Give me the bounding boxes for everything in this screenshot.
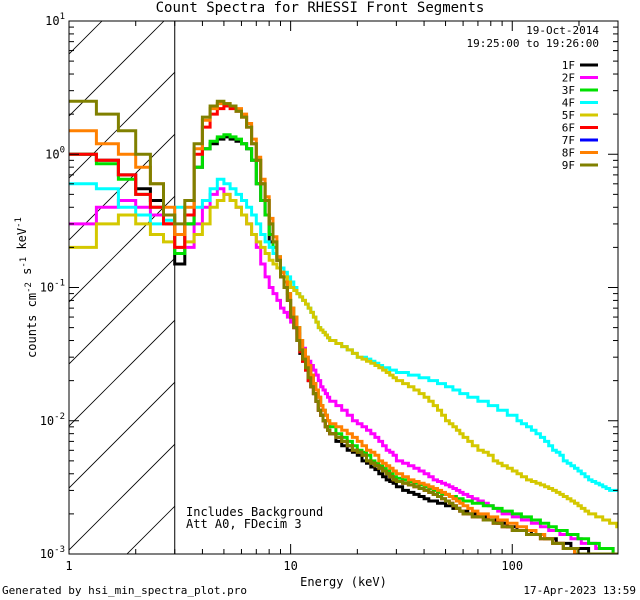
series-5F	[69, 192, 618, 529]
plot-frame	[68, 20, 619, 555]
hatch-line	[69, 381, 175, 489]
x-tick-label: 1	[65, 559, 72, 573]
y-axis-label: counts cm-2 s-1 keV-1	[14, 217, 39, 358]
legend-label: 4F	[562, 97, 575, 110]
y-tick-label: 10-2	[40, 412, 65, 428]
legend-label: 3F	[562, 84, 575, 97]
legend-label: 9F	[562, 159, 575, 172]
y-tick-label: 10-1	[40, 279, 65, 295]
hatch-line	[69, 133, 175, 241]
legend-time-range: 19:25:00 to 19:26:00	[466, 37, 599, 50]
legend-label: 5F	[562, 109, 575, 122]
x-tick-label: 10	[283, 559, 297, 573]
hatch-line	[69, 257, 175, 365]
note-attenuator: Att A0, FDecim 3	[186, 517, 302, 531]
hatch-line	[437, 0, 640, 554]
note-background: Includes Background	[186, 505, 324, 519]
hatch-line	[69, 195, 175, 303]
hatch-line	[69, 443, 175, 551]
series-2F	[69, 187, 618, 554]
legend-label: 2F	[562, 72, 575, 85]
legend-date: 19-Oct-2014	[526, 24, 599, 37]
hatch-line	[69, 71, 175, 179]
generated-by-label: Generated by hsi_min_spectra_plot.pro	[2, 584, 248, 597]
series-9F	[69, 99, 618, 554]
x-axis-label: Energy (keV)	[300, 575, 387, 589]
legend-label: 1F	[562, 59, 575, 72]
x-tick-label: 100	[501, 559, 523, 573]
hatch-line	[69, 21, 165, 117]
legend-label: 6F	[562, 122, 575, 135]
chart-title: Count Spectra for RHESSI Front Segments	[155, 0, 485, 16]
y-tick-label: 10-3	[40, 545, 65, 561]
hatched-region	[69, 0, 640, 554]
hatch-line	[623, 0, 640, 554]
legend-label: 7F	[562, 134, 575, 147]
series-3F	[69, 133, 618, 554]
y-tick-label: 100	[45, 145, 65, 161]
hatch-line	[313, 0, 640, 554]
footer-timestamp: 17-Apr-2023 13:59	[523, 584, 636, 597]
legend-label: 8F	[562, 147, 575, 160]
hatch-line	[375, 0, 640, 554]
